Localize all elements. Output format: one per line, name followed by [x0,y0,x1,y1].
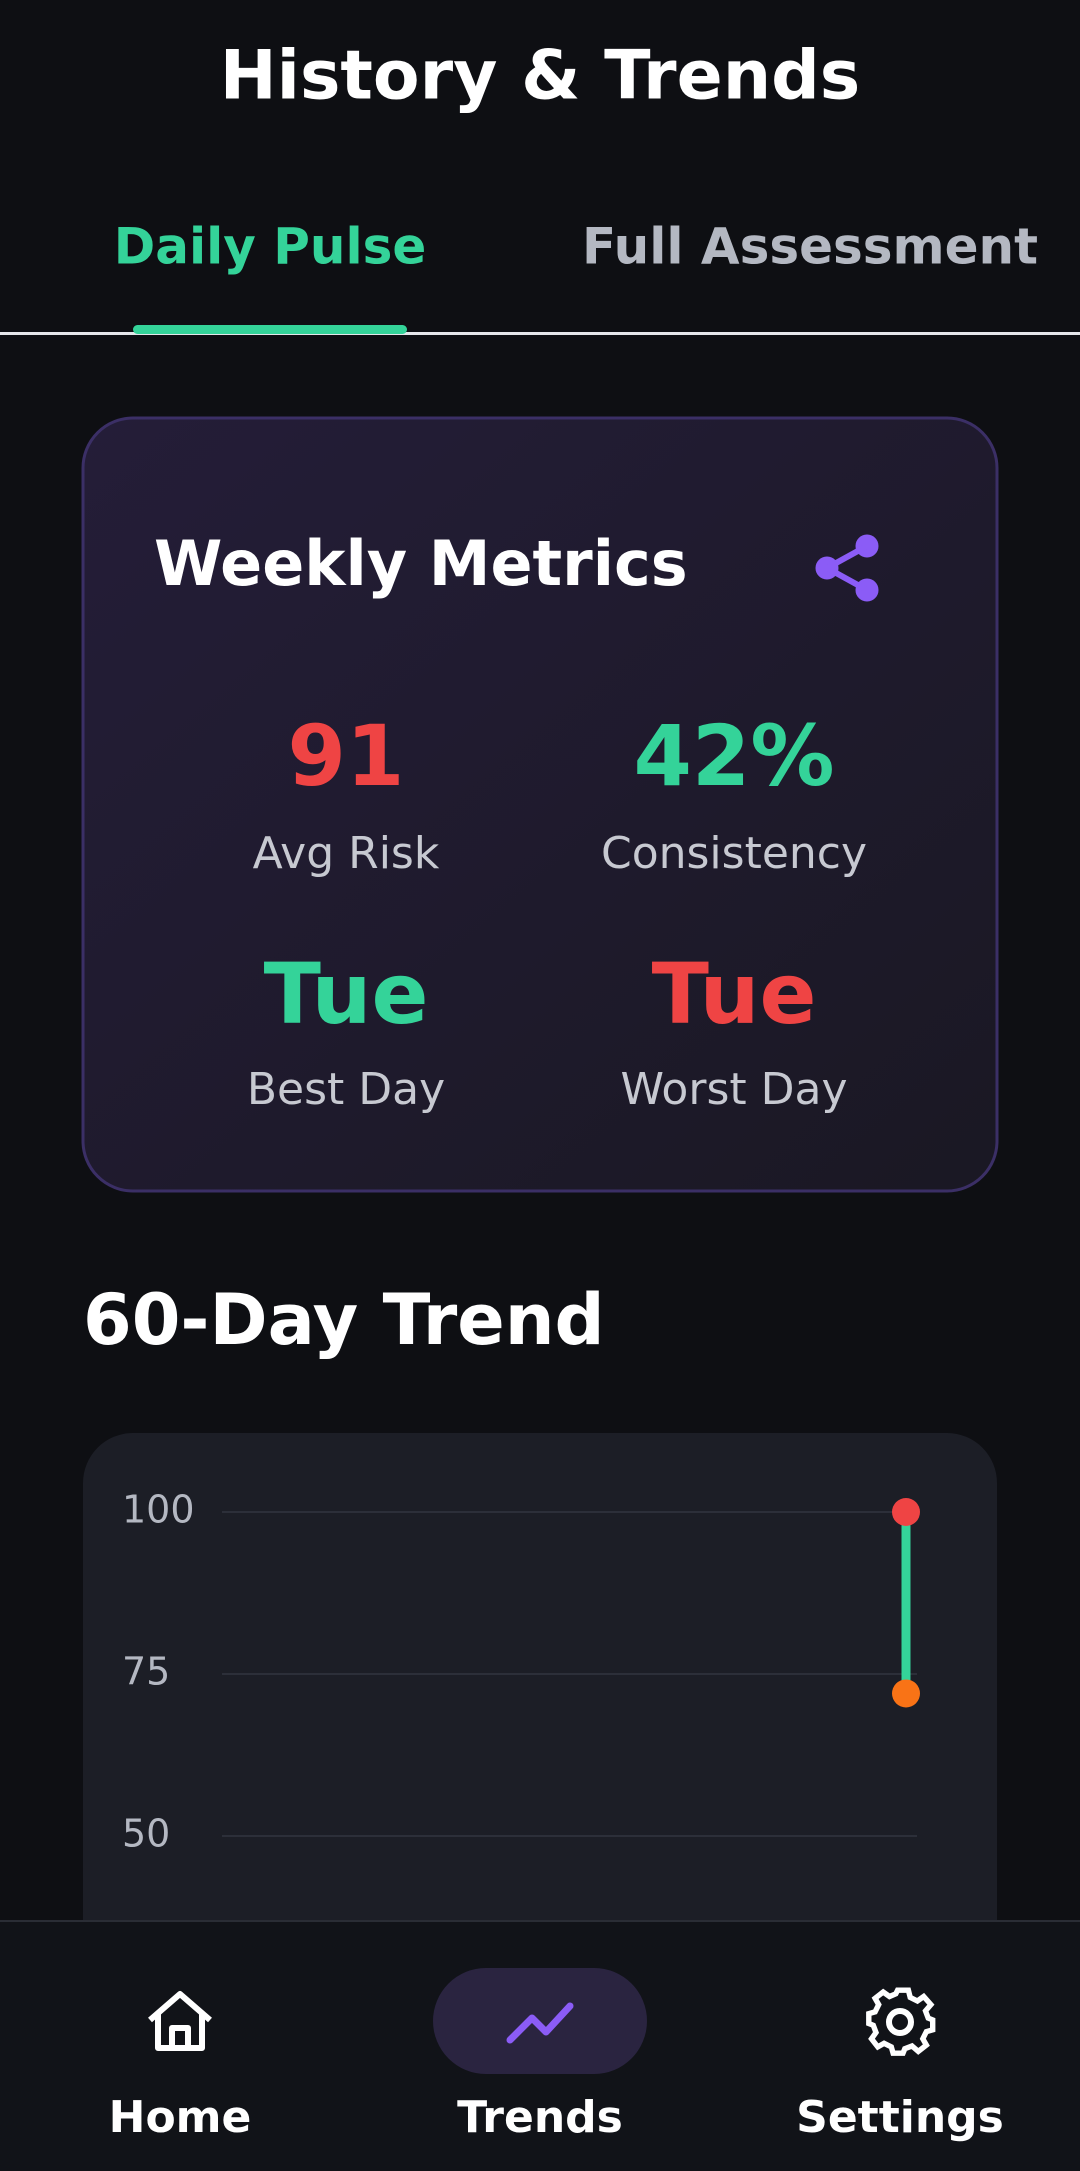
metric-label: Avg Risk [253,828,440,879]
metrics-grid: 91 Avg Risk 42% Consistency Tue Best Day Tue Wo… [247,707,867,1115]
page-title: History & Trends [220,37,861,116]
settings-icon[interactable] [866,1987,936,2056]
tab[interactable]: Daily Pulse [114,218,427,276]
tab[interactable]: Full Assessment [582,218,1038,276]
card-title: Weekly Metrics [154,527,688,600]
metric-label: Worst Day [621,1064,848,1115]
nav-active-pill [433,1968,647,2074]
tab-indicator [133,325,407,334]
low-point [892,1679,920,1708]
nav-divider [0,1920,1080,1922]
high-point [892,1498,920,1526]
metric-label: Best Day [247,1064,445,1115]
home-icon[interactable] [148,1991,212,2051]
y-tick-label: 100 [122,1488,195,1532]
nav-label[interactable]: Home [109,2092,252,2143]
metric-value: 42% [633,707,834,805]
y-tick-label: 50 [122,1812,170,1856]
metric-label: Consistency [601,828,867,879]
chart: 50 75 100 [122,1488,920,1856]
share-button[interactable] [815,534,879,602]
metrics-card [81,416,999,1193]
nav-label[interactable]: Trends [457,2092,623,2143]
metric-value: Tue [652,945,817,1043]
nav-label[interactable]: Settings [796,2092,1004,2143]
section-title: 60-Day Trend [83,1279,605,1361]
metric-value: 91 [288,707,405,805]
tab-indicators [133,325,407,334]
trends-icon[interactable] [506,2002,574,2044]
metric-value: Tue [264,945,429,1043]
tab-divider [0,332,1080,335]
y-tick-label: 75 [122,1650,170,1694]
